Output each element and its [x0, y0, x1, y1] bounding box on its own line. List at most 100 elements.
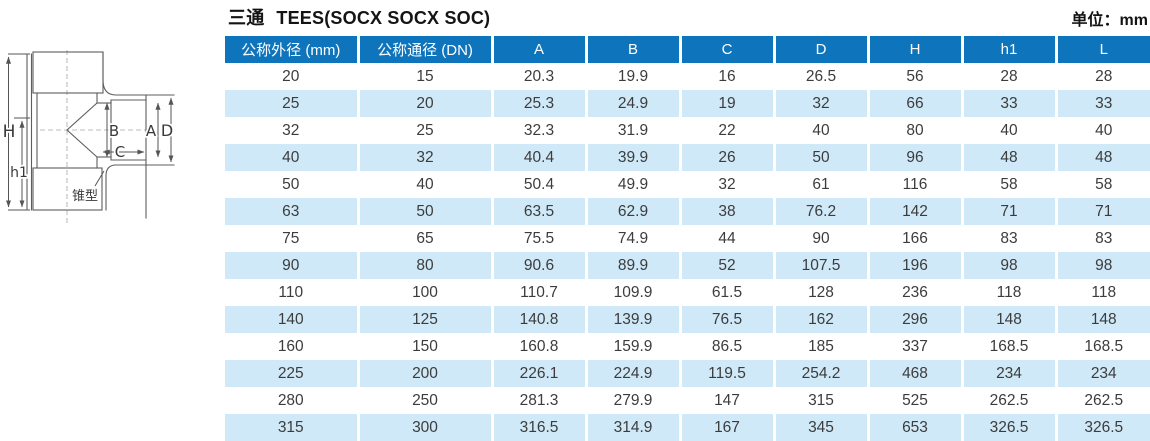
table-cell: 26.5: [774, 63, 870, 90]
table-cell: 119.5: [680, 360, 776, 387]
table-cell: 40: [962, 117, 1058, 144]
table-cell: 76.5: [680, 306, 776, 333]
table-row: 20 15 20.3 19.9 16 26.5 56 28 28: [225, 63, 1150, 90]
table-cell: 224.9: [586, 360, 682, 387]
table-cell: 62.9: [586, 198, 682, 225]
table-row: 40 32 40.4 39.9 26 50 96 48 48: [225, 144, 1150, 171]
table-cell: 279.9: [586, 387, 682, 414]
table-cell: 19.9: [586, 63, 682, 90]
table-cell: 300: [358, 414, 494, 441]
table-cell: 75.5: [492, 225, 588, 252]
table-row: 50 40 50.4 49.9 32 61 116 58 58: [225, 171, 1150, 198]
table-cell: 56: [868, 63, 964, 90]
table-cell: 147: [680, 387, 776, 414]
table-cell: 58: [962, 171, 1058, 198]
table-row: 110 100 110.7 109.9 61.5 128 236 118 118: [225, 279, 1150, 306]
table-cell: 236: [868, 279, 964, 306]
table-cell: 326.5: [962, 414, 1058, 441]
column-header: 公称外径 (mm): [225, 36, 360, 63]
table-row: 32 25 32.3 31.9 22 40 80 40 40: [225, 117, 1150, 144]
table-cell: 52: [680, 252, 776, 279]
table-cell: 167: [680, 414, 776, 441]
table-cell: 26: [680, 144, 776, 171]
table-cell: 148: [962, 306, 1058, 333]
table-cell: 32.3: [492, 117, 588, 144]
table-cell: 107.5: [774, 252, 870, 279]
table-cell: 185: [774, 333, 870, 360]
table-cell: 71: [1056, 198, 1150, 225]
table-cell: 159.9: [586, 333, 682, 360]
centerlines: [40, 50, 152, 224]
table-cell: 48: [962, 144, 1058, 171]
table-cell: 80: [868, 117, 964, 144]
table-row: 75 65 75.5 74.9 44 90 166 83 83: [225, 225, 1150, 252]
column-header: 公称通径 (DN): [358, 36, 494, 63]
table-cell: 39.9: [586, 144, 682, 171]
table-cell: 71: [962, 198, 1058, 225]
table-cell: 24.9: [586, 90, 682, 117]
table-cell: 148: [1056, 306, 1150, 333]
dim-label-h1: h1: [10, 165, 28, 181]
page-title: 三通 TEES(SOCX SOCX SOC): [228, 4, 490, 30]
table-cell: 118: [962, 279, 1058, 306]
table-cell: 50: [358, 198, 494, 225]
dim-label-B: B: [109, 122, 119, 140]
column-header: B: [586, 36, 682, 63]
table-cell: 32: [358, 144, 494, 171]
table-cell: 20: [225, 63, 360, 90]
table-row: 225 200 226.1 224.9 119.5 254.2 468 234 234: [225, 360, 1150, 387]
table-row: 90 80 90.6 89.9 52 107.5 196 98 98: [225, 252, 1150, 279]
table-cell: 33: [962, 90, 1058, 117]
table-cell: 468: [868, 360, 964, 387]
table-cell: 40: [1056, 117, 1150, 144]
dim-label-H: H: [3, 122, 16, 142]
table-cell: 166: [868, 225, 964, 252]
page-title-cn: 三通: [228, 8, 265, 28]
table-cell: 225: [225, 360, 360, 387]
column-header: C: [680, 36, 776, 63]
table-cell: 125: [358, 306, 494, 333]
table-cell: 314.9: [586, 414, 682, 441]
dim-label-D: D: [161, 121, 173, 140]
table-cell: 254.2: [774, 360, 870, 387]
table-cell: 315: [774, 387, 870, 414]
table-cell: 160: [225, 333, 360, 360]
table-cell: 40: [774, 117, 870, 144]
table-cell: 139.9: [586, 306, 682, 333]
table-cell: 168.5: [1056, 333, 1150, 360]
table-cell: 162: [774, 306, 870, 333]
tee-cross-section-diagram: H h1 B A D C 锥型: [1, 50, 175, 224]
table-cell: 110.7: [492, 279, 588, 306]
table-cell: 337: [868, 333, 964, 360]
table-cell: 20.3: [492, 63, 588, 90]
page-title-en: TEES(SOCX SOCX SOC): [276, 8, 491, 28]
table-cell: 38: [680, 198, 776, 225]
table-cell: 234: [962, 360, 1058, 387]
table-cell: 196: [868, 252, 964, 279]
table-cell: 28: [1056, 63, 1150, 90]
table-cell: 44: [680, 225, 776, 252]
table-cell: 140.8: [492, 306, 588, 333]
table-cell: 86.5: [680, 333, 776, 360]
table-cell: 61.5: [680, 279, 776, 306]
table-cell: 40.4: [492, 144, 588, 171]
dim-label-C: C: [115, 143, 125, 161]
table-cell: 63: [225, 198, 360, 225]
column-header: D: [774, 36, 870, 63]
table-cell: 118: [1056, 279, 1150, 306]
table-cell: 63.5: [492, 198, 588, 225]
table-cell: 653: [868, 414, 964, 441]
table-cell: 40: [358, 171, 494, 198]
table-cell: 25: [225, 90, 360, 117]
table-cell: 50: [225, 171, 360, 198]
table-cell: 262.5: [962, 387, 1058, 414]
table-cell: 28: [962, 63, 1058, 90]
table-cell: 66: [868, 90, 964, 117]
table-row: 140 125 140.8 139.9 76.5 162 296 148 148: [225, 306, 1150, 333]
table-cell: 75: [225, 225, 360, 252]
table-cell: 32: [225, 117, 360, 144]
table-cell: 316.5: [492, 414, 588, 441]
